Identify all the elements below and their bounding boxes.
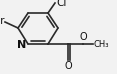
Text: O: O (64, 61, 72, 71)
Text: Cl: Cl (56, 0, 66, 7)
Text: N: N (17, 40, 26, 50)
Text: O: O (79, 32, 87, 42)
Text: CH₃: CH₃ (94, 40, 110, 49)
Text: Br: Br (0, 17, 4, 26)
